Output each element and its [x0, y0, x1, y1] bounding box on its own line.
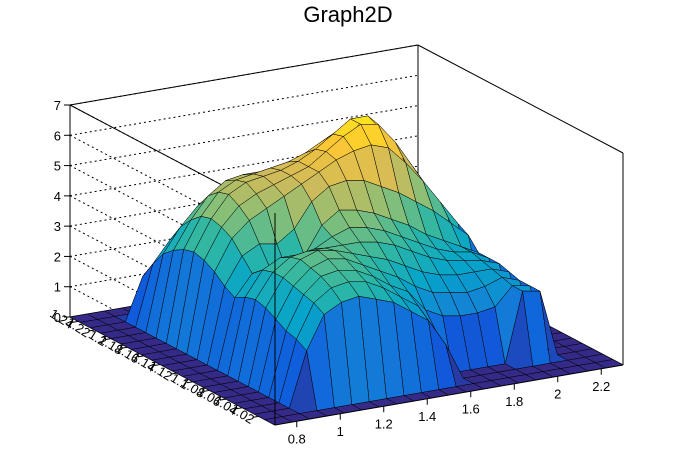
x-tick-label: 1.4	[418, 409, 436, 424]
grid-line	[69, 134, 276, 244]
frame-edge	[417, 44, 624, 154]
chart-title: Graph2D	[303, 2, 393, 27]
y-tick	[154, 364, 161, 367]
grid-line	[69, 105, 419, 167]
y-tick	[72, 320, 79, 323]
z-tick-label: 2	[54, 249, 61, 264]
x-tick-label: 1.2	[375, 416, 393, 431]
x-tick-label: 0.8	[288, 431, 306, 446]
z-tick-label: 5	[54, 159, 61, 174]
grid-line	[69, 74, 419, 136]
grid-line	[69, 44, 419, 106]
z-tick-label: 1	[54, 280, 61, 295]
x-tick-label: 1.6	[462, 401, 480, 416]
grid-line	[69, 165, 276, 275]
y-tick	[121, 346, 128, 349]
z-tick-label: 0	[54, 310, 61, 325]
grid-line	[69, 104, 276, 214]
x-tick-label: 2.2	[592, 379, 610, 394]
x-tick-label: 1	[337, 424, 344, 439]
surface-mesh	[69, 115, 624, 426]
y-tick	[252, 415, 259, 418]
z-tick-label: 3	[54, 219, 61, 234]
z-tick-label: 4	[54, 189, 61, 204]
grid-line	[69, 135, 419, 197]
frame-edge	[274, 364, 624, 426]
y-tick	[203, 389, 210, 392]
z-tick-label: 6	[54, 128, 61, 143]
y-tick	[186, 381, 194, 384]
y-tick	[219, 398, 226, 401]
front-frame	[274, 213, 624, 426]
y-tick	[88, 329, 95, 332]
y-tick	[104, 338, 112, 341]
y-tick	[137, 355, 144, 358]
y-tick	[170, 372, 177, 375]
y-tick	[236, 407, 243, 410]
x-tick-label: 2	[554, 386, 561, 401]
z-tick-label: 7	[54, 98, 61, 113]
x-tick-label: 1.8	[505, 394, 523, 409]
